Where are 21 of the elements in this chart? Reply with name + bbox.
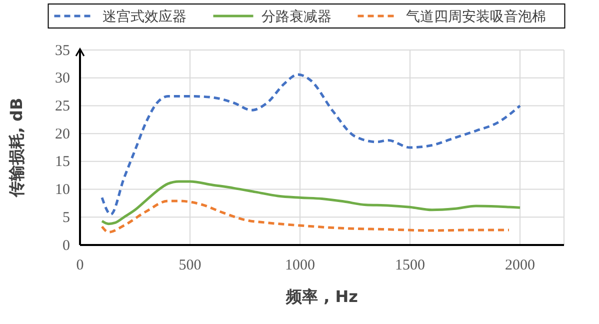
legend-label: 迷宫式效应器 <box>102 9 186 25</box>
y-tick-label: 35 <box>55 42 70 59</box>
y-tick-label: 15 <box>55 154 70 170</box>
y-tick-label: 5 <box>62 210 70 226</box>
x-tick-label: 0 <box>76 258 84 274</box>
y-tick-label: 0 <box>62 238 70 254</box>
line-series <box>100 200 510 234</box>
legend-label: 气道四周安装吸音泡棉 <box>406 9 546 25</box>
x-axis-title: 频率 , Hz <box>285 287 358 306</box>
legend-label: 分路衰减器 <box>261 9 332 25</box>
y-tick-label: 25 <box>55 98 70 115</box>
x-tick-label: 500 <box>178 258 202 274</box>
x-tick-label: 1500 <box>395 258 425 274</box>
x-tick-label: 2000 <box>505 258 535 274</box>
line-series <box>100 73 522 216</box>
line-series <box>100 180 522 226</box>
y-tick-label: 30 <box>55 70 70 87</box>
y-axis-title: 传输损耗, dB <box>7 98 26 198</box>
y-tick-label: 10 <box>55 182 70 198</box>
x-tick-label: 1000 <box>285 258 315 274</box>
y-tick-label: 20 <box>55 126 70 142</box>
